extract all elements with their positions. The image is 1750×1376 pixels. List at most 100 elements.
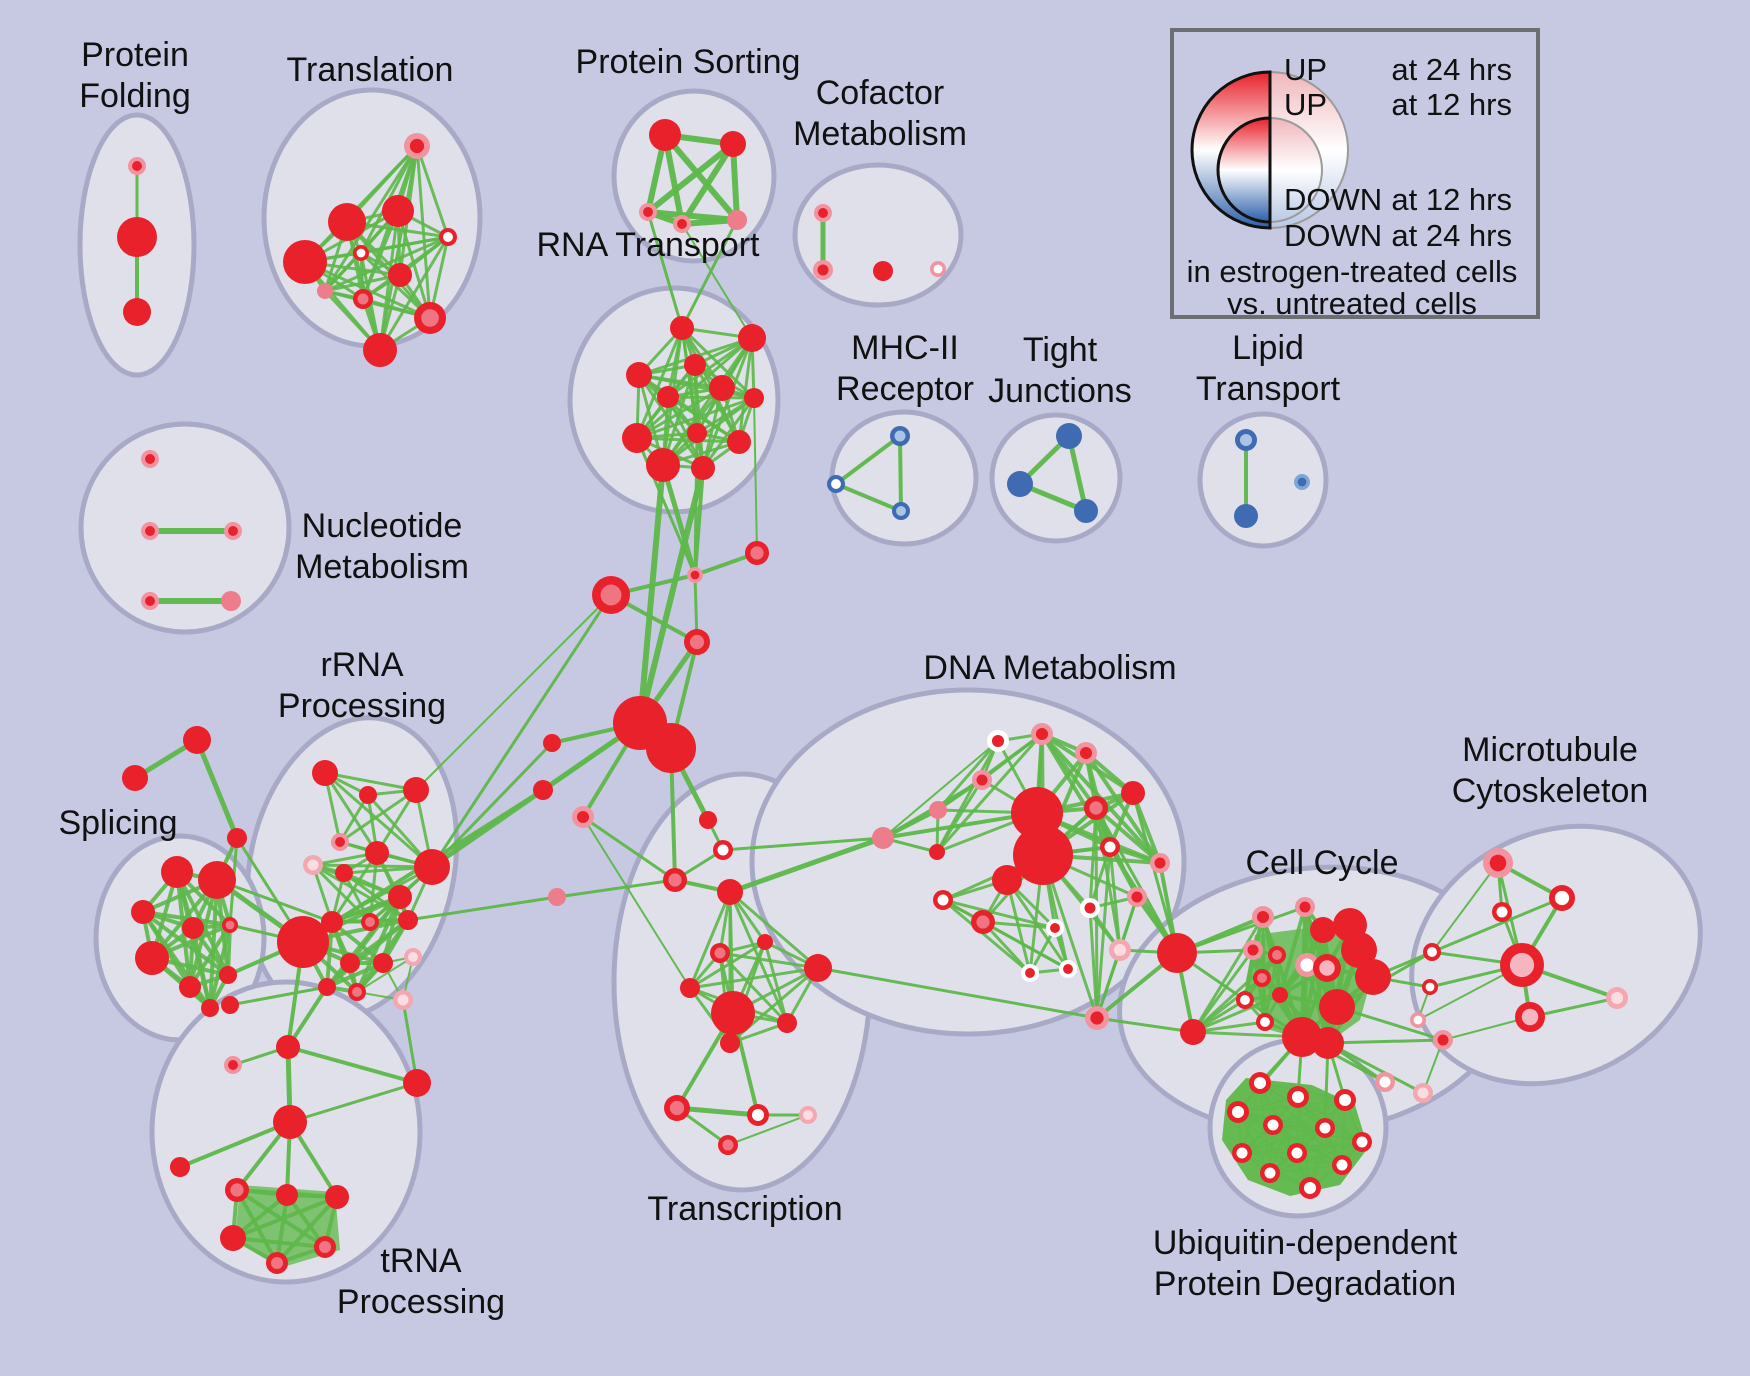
edge-tr6-tr7 — [718, 951, 820, 970]
edge-t7-t8 — [323, 273, 402, 293]
node-core-r15 — [408, 952, 418, 962]
edge-rt2-rt7 — [666, 336, 754, 399]
edge-tr8-tr11 — [688, 986, 732, 1045]
edge-k3-k4 — [231, 1195, 339, 1240]
node-core-r4 — [335, 837, 345, 847]
node-c6 — [1355, 959, 1391, 995]
node-core-u1 — [1253, 1076, 1267, 1090]
node-rt10 — [727, 430, 751, 454]
node-s1 — [161, 856, 193, 888]
node-core-s5 — [225, 920, 235, 930]
node-rt12 — [691, 456, 715, 480]
node-core-d6 — [1089, 801, 1103, 815]
cluster-label-mhc-ii-receptor-line2: Receptor — [836, 370, 974, 408]
node-core-c11 — [1257, 973, 1267, 983]
edge-lnk2-d8 — [881, 811, 1039, 840]
node-r20 — [276, 1035, 300, 1059]
edge-k4-k5 — [231, 1236, 327, 1249]
node-r9 — [414, 849, 450, 885]
node-x1 — [183, 726, 211, 754]
edge-br1-c2 — [1175, 905, 1307, 955]
node-ch5 — [543, 734, 561, 752]
edge-d16-d21 — [981, 920, 1070, 971]
node-core-d1 — [991, 734, 1005, 748]
node-core-r21 — [228, 1060, 238, 1070]
node-core-c13 — [1240, 995, 1250, 1005]
edge-ps1-ps5 — [662, 132, 740, 223]
node-core-tr13 — [751, 1108, 765, 1122]
node-r14 — [373, 953, 393, 973]
cluster-label-trna-processing-line1: tRNA — [380, 1242, 462, 1280]
edge-tr15-tr14 — [727, 1114, 809, 1146]
cluster-label-splicing: Splicing — [58, 804, 177, 842]
node-th — [273, 1105, 307, 1139]
edge-r1-r9 — [323, 771, 434, 869]
legend-inner-left-half — [1216, 116, 1272, 224]
edge-u3-u12 — [1309, 1099, 1346, 1189]
node-c5 — [1341, 932, 1377, 968]
node-core-tr3 — [668, 873, 682, 887]
node-core-k1 — [230, 1183, 244, 1197]
node-c14 — [1319, 989, 1355, 1025]
node-core-cm1 — [818, 208, 828, 218]
edge-s5-s7 — [188, 923, 232, 989]
edge-d12-d22 — [1095, 845, 1112, 1020]
node-d11 — [929, 844, 945, 860]
edge-rt11-hub1 — [637, 462, 666, 726]
edge-br1-d5 — [1131, 791, 1179, 955]
cluster-label-microtubule-cytoskeleton-line1: Microtubule — [1462, 731, 1638, 769]
node-core-mt7 — [1413, 1015, 1423, 1025]
legend-note-line2: vs. untreated cells — [1227, 286, 1477, 321]
edge-t6-t8 — [323, 251, 363, 293]
node-tj1 — [1056, 423, 1082, 449]
edge-r5-r9 — [311, 863, 434, 869]
node-tr10 — [777, 1013, 797, 1033]
edge-u7-u9 — [1296, 1141, 1363, 1154]
legend: UP at 24 hrs UP at 12 hrs DOWN at 12 hrs DOWN a… — [1170, 28, 1540, 321]
node-core-mt5 — [1521, 1008, 1539, 1026]
node-r13 — [340, 953, 360, 973]
edge-s2-s9 — [208, 878, 219, 1010]
node-core-u9 — [1291, 1147, 1303, 1159]
legend-time-1: at 24 hrs — [1391, 52, 1512, 87]
node-rh — [277, 916, 329, 968]
edge-u3-u11 — [1269, 1099, 1346, 1174]
node-s9 — [201, 999, 219, 1017]
node-tr1 — [699, 811, 717, 829]
edge-rt6-rt12 — [701, 396, 756, 470]
edge-r6-r10 — [330, 851, 379, 924]
edge-r2-r4 — [338, 793, 370, 844]
node-core-tr12 — [669, 1100, 685, 1116]
legend-inner-right-half — [1269, 116, 1323, 224]
node-core-t1 — [409, 138, 425, 154]
cluster-label-cofactor-metabolism-line1: Cofactor — [816, 74, 945, 112]
node-c16 — [1312, 1027, 1344, 1059]
cluster-label-nucleotide-metabolism-line2: Metabolism — [295, 548, 469, 586]
edge-rt9-ch1 — [693, 431, 699, 577]
cluster-label-mhc-ii-receptor-line1: MHC-II — [851, 329, 959, 367]
node-core-tr6 — [714, 947, 726, 959]
edge-c16-c22 — [1326, 1041, 1425, 1095]
edge-r17-r8 — [355, 895, 402, 994]
edge-tr6-tr10 — [718, 951, 789, 1025]
edge-r22-r20 — [286, 1045, 419, 1085]
edge-lnk1-tr3 — [555, 878, 677, 899]
edge-tr5-tr8 — [688, 940, 767, 990]
node-tr7 — [804, 954, 832, 982]
node-core-u7 — [1356, 1136, 1368, 1148]
network-nodes — [117, 119, 1628, 1274]
node-br2 — [1180, 1019, 1206, 1045]
edge-lnk1-r12 — [406, 895, 559, 922]
edge-m1-m2 — [834, 434, 902, 486]
node-core-u3 — [1338, 1093, 1352, 1107]
node-core-u10 — [1336, 1159, 1348, 1171]
edge-r22-th — [288, 1081, 419, 1124]
node-core-k6 — [270, 1256, 284, 1270]
node-r3 — [403, 777, 429, 803]
node-core-nm3 — [228, 526, 238, 536]
node-rt5 — [709, 375, 735, 401]
edge-tr12-tr13 — [674, 1105, 761, 1118]
node-tj2 — [1007, 471, 1033, 497]
node-s2 — [198, 861, 236, 899]
